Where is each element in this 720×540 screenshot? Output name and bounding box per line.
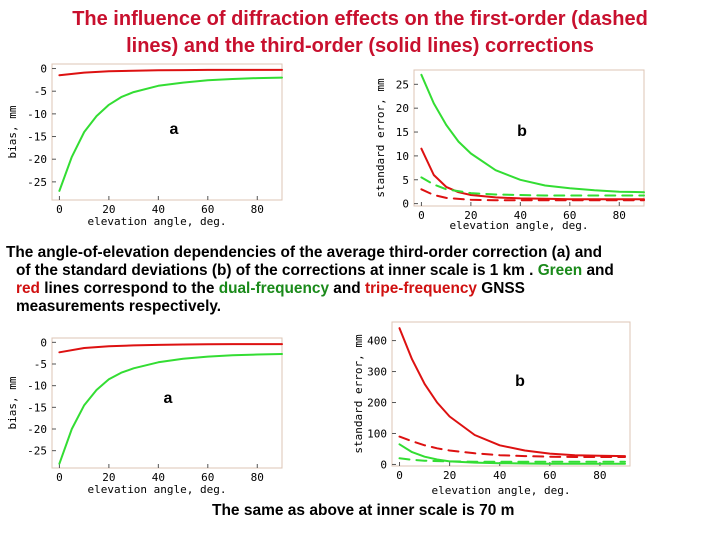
plot-frame bbox=[51, 63, 283, 201]
figure-caption: The angle-of-elevation dependencies of t… bbox=[6, 244, 718, 316]
y-tick-label: -10 bbox=[27, 380, 47, 393]
caption-line-2: of the standard deviations (b) of the co… bbox=[6, 262, 718, 280]
y-tick-label: -25 bbox=[27, 176, 47, 189]
y-tick-label: 300 bbox=[367, 366, 387, 379]
plot-frame bbox=[413, 69, 645, 207]
x-tick-label: 60 bbox=[201, 471, 214, 484]
series-green-solid-line bbox=[420, 73, 645, 194]
y-tick-label: 10 bbox=[396, 150, 409, 163]
y-tick-label: -25 bbox=[27, 445, 47, 458]
series-green-solid-line bbox=[58, 76, 283, 192]
y-axis-label: standard error, mm bbox=[352, 334, 365, 454]
x-tick-label: 60 bbox=[201, 203, 214, 216]
y-tick-label: 200 bbox=[367, 397, 387, 410]
series-green-dashed-line bbox=[420, 176, 645, 197]
y-tick-label: 0 bbox=[40, 63, 47, 76]
x-tick-label: 20 bbox=[464, 209, 477, 222]
caption-line-3: red lines correspond to the dual-frequen… bbox=[6, 280, 718, 298]
y-tick-label: 15 bbox=[396, 126, 409, 139]
y-tick-label: 5 bbox=[402, 174, 409, 187]
caption-line-4: measurements respectively. bbox=[16, 298, 222, 315]
y-tick-label: 0 bbox=[40, 336, 47, 349]
caption-line-1: The angle-of-elevation dependencies of t… bbox=[6, 244, 603, 261]
caption-dual-frequency: dual-frequency bbox=[218, 280, 330, 297]
y-tick-label: 25 bbox=[396, 78, 409, 91]
x-tick-label: 40 bbox=[152, 471, 165, 484]
x-axis-label: elevation angle, deg. bbox=[431, 484, 570, 497]
series-red-dashed-line bbox=[420, 188, 645, 202]
y-tick-label: 400 bbox=[367, 335, 387, 348]
x-tick-label: 40 bbox=[493, 469, 506, 482]
series-red-solid-line bbox=[58, 68, 283, 77]
x-tick-label: 40 bbox=[152, 203, 165, 216]
x-tick-label: 0 bbox=[396, 469, 403, 482]
caption-green-word: Green bbox=[537, 262, 583, 279]
caption-text: of the standard deviations (b) of the co… bbox=[16, 262, 538, 279]
y-axis-label: bias, mm bbox=[6, 105, 19, 158]
y-tick-label: 0 bbox=[380, 458, 387, 471]
panel-label: b bbox=[515, 373, 525, 390]
caption-tripe-frequency: tripe-frequency bbox=[364, 280, 477, 297]
y-tick-label: -5 bbox=[34, 85, 47, 98]
x-tick-label: 60 bbox=[543, 469, 556, 482]
x-tick-label: 80 bbox=[251, 471, 264, 484]
x-tick-label: 20 bbox=[102, 471, 115, 484]
caption-red-word: red bbox=[16, 280, 40, 297]
caption-text: lines correspond to the bbox=[39, 280, 219, 297]
y-tick-label: 20 bbox=[396, 102, 409, 115]
chart-bottom-b: 0 20 40 60 80 0 100 200 300 400 elevation angle, d… bbox=[352, 321, 631, 497]
y-axis-label: standard error, mm bbox=[374, 78, 387, 198]
y-tick-label: -15 bbox=[27, 131, 47, 144]
series-red-dashed-line bbox=[398, 435, 626, 458]
panel-label: a bbox=[170, 121, 179, 138]
title-line-1: The influence of diffraction effects on … bbox=[72, 8, 648, 30]
footer-caption: The same as above at inner scale is 70 m bbox=[212, 502, 515, 519]
y-tick-label: -20 bbox=[27, 423, 47, 436]
x-tick-label: 0 bbox=[418, 209, 425, 222]
caption-text: and bbox=[582, 262, 614, 279]
chart-bottom-a: 0 20 40 60 80 0 -5 -10 -15 -20 -25 elevation angle,… bbox=[6, 336, 283, 496]
x-tick-label: 80 bbox=[593, 469, 606, 482]
chart-top-b: 0 20 40 60 80 0 5 10 15 20 25 elevation angle, deg.… bbox=[374, 69, 645, 232]
series-green-dashed-line bbox=[398, 457, 626, 463]
series-red-solid-line bbox=[398, 327, 626, 458]
caption-text: and bbox=[329, 280, 365, 297]
y-tick-label: -20 bbox=[27, 153, 47, 166]
x-tick-label: 20 bbox=[443, 469, 456, 482]
x-axis-label: elevation angle, deg. bbox=[87, 215, 226, 228]
series-red-solid-line bbox=[58, 343, 283, 354]
series-green-solid-line bbox=[58, 353, 283, 465]
panel-label: b bbox=[517, 123, 527, 140]
x-tick-label: 0 bbox=[56, 471, 63, 484]
y-tick-label: 0 bbox=[402, 198, 409, 211]
series-green-solid-line bbox=[398, 443, 626, 465]
x-tick-label: 80 bbox=[613, 209, 626, 222]
panel-label: a bbox=[164, 390, 173, 407]
x-tick-label: 0 bbox=[56, 203, 63, 216]
y-tick-label: 100 bbox=[367, 427, 387, 440]
caption-text: GNSS bbox=[476, 280, 525, 297]
y-axis-label: bias, mm bbox=[6, 376, 19, 429]
title-line-2: lines) and the third-order (solid lines)… bbox=[126, 35, 594, 57]
plot-frame bbox=[51, 337, 283, 469]
chart-top-a: 0 20 40 60 80 0 -5 -10 -15 -20 -25 elevation angle,… bbox=[6, 63, 283, 228]
x-axis-label: elevation angle, deg. bbox=[449, 219, 588, 232]
x-tick-label: 20 bbox=[102, 203, 115, 216]
x-axis-label: elevation angle, deg. bbox=[87, 483, 226, 496]
y-tick-label: -5 bbox=[34, 358, 47, 371]
x-tick-label: 40 bbox=[514, 209, 527, 222]
y-tick-label: -10 bbox=[27, 108, 47, 121]
slide-title: The influence of diffraction effects on … bbox=[0, 6, 720, 60]
y-tick-label: -15 bbox=[27, 401, 47, 414]
x-tick-label: 80 bbox=[251, 203, 264, 216]
x-tick-label: 60 bbox=[563, 209, 576, 222]
plot-frame bbox=[391, 321, 631, 467]
